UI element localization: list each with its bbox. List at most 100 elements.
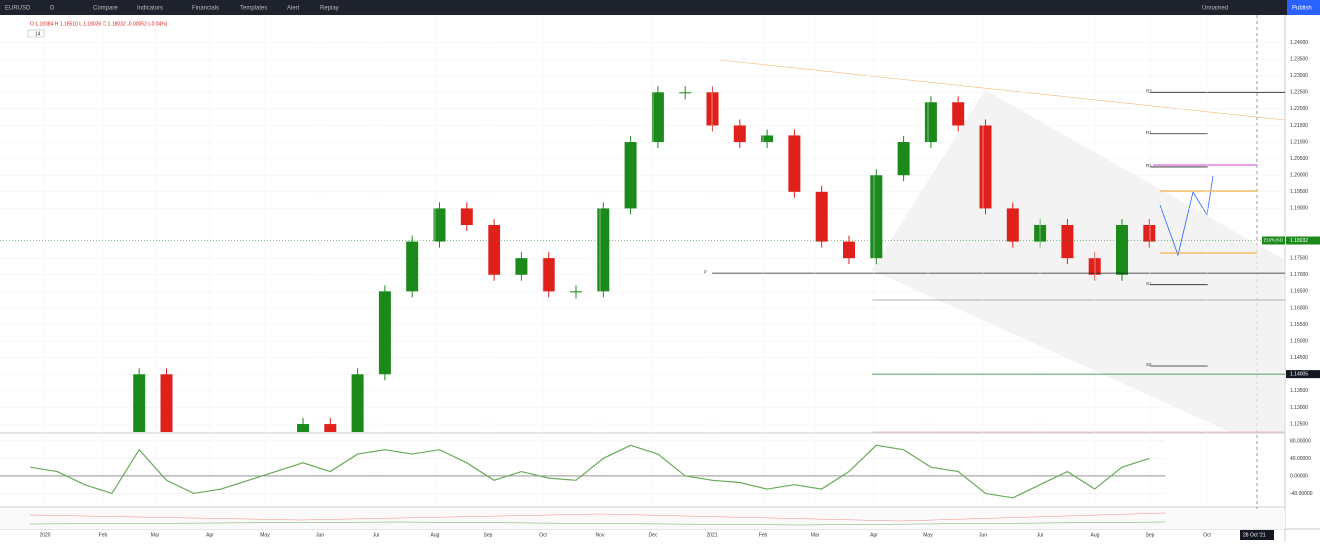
x-tick-label: Jul [1037,532,1043,538]
candle [460,208,473,225]
financials[interactable]: Financials [192,6,219,12]
y-tick-label: 1.23500 [1290,56,1308,62]
candle [1116,224,1128,275]
candle [843,241,855,259]
y-tick-label: 1.20500 [1290,156,1308,162]
x-tick-label: Mar [151,532,160,538]
candle [679,92,692,94]
candle [24,474,36,475]
price-tag-name [1262,236,1285,245]
x-tick-label: 2021 [706,532,717,538]
candle [51,474,63,491]
layout-name[interactable]: Unnamed [1202,6,1228,12]
candle [433,208,446,242]
y-tick-label: 1.17500 [1290,255,1308,261]
candle [733,125,746,143]
replay[interactable]: Replay [320,6,339,12]
y-tick-label: 1.13500 [1290,388,1308,394]
indicator-box [27,29,45,38]
x-tick-label: Apr [870,532,878,538]
candle [160,374,173,432]
y-tick-label: 1.22500 [1290,90,1308,96]
symbol[interactable]: EURUSD [5,6,31,12]
publish-label[interactable]: Publish [1292,6,1312,12]
x-tick-label: Jun [979,532,987,538]
pivot-label: R1 [1146,130,1152,135]
y-tick-label: 1.15500 [1290,322,1308,328]
candle [378,291,391,375]
candle [542,258,555,292]
x-tick-label: Mar [811,532,820,538]
x-tick-label: May [923,532,933,538]
candle [924,102,937,143]
indicator-legend: 14 [35,31,41,37]
candle [133,374,146,432]
y-tick-label: 1.22000 [1290,106,1308,112]
candle [897,142,910,176]
x-tick-label: Apr [206,532,214,538]
x-tick-label: Oct [539,532,547,538]
third-pane-line [29,512,1166,522]
templates[interactable]: Templates [240,6,267,12]
alert[interactable]: Alert [287,6,300,12]
oscillator-line [29,444,1150,499]
interval[interactable]: D [50,6,55,12]
candle [624,142,637,209]
compare[interactable]: Compare [93,6,118,12]
y-tick-label: 1.23000 [1290,73,1308,79]
y-tick-label: 1.20000 [1290,173,1308,179]
y-tick-label: 1.14500 [1290,355,1308,361]
main-pane [0,42,1285,491]
level-tag [1286,370,1320,379]
x-tick-label: Dec [649,532,658,538]
candle [1061,224,1074,259]
y-tick-label: 1.13000 [1290,405,1308,411]
pitchfork [872,90,1285,432]
y-tick-label: 1.16500 [1290,289,1308,295]
osc-tick-label: 40.00000 [1290,456,1311,462]
candle [515,258,528,275]
pivot-label: P [704,269,707,274]
x-tick-label: 2020 [39,532,50,538]
pivot-label: R1 [1146,163,1152,168]
candle [1006,208,1019,242]
y-tick-label: 1.19500 [1290,189,1308,195]
price-tag-name-text: EURUSD [1264,238,1284,243]
candle [761,135,774,143]
x-tick-label: Feb [759,532,768,538]
x-tick-label: Jul [373,532,379,538]
price-tag-text: 1.18032 [1290,238,1308,244]
publish-button[interactable] [1287,0,1320,15]
candle [597,208,610,292]
third-pane [0,509,1285,529]
y-tick-label: 1.24000 [1290,40,1308,46]
candle [979,125,992,209]
x-tick-label: Oct [1203,532,1211,538]
y-tick-label: 1.19000 [1290,206,1308,212]
x-tick-label: Aug [1091,532,1100,538]
candle [651,92,664,143]
price-tag [1286,236,1320,245]
date-tag-text: 28 Oct '21 [1243,532,1266,538]
level-tag-text: 1.14005 [1290,371,1308,377]
ohlc-legend: O 1.18384 H 1.18510 L 1.18035 C 1.18032 … [30,21,168,27]
candle [870,175,883,259]
toolbar-bg [0,0,1320,15]
toolbar: EURUSD D Compare Indicators Financials T… [0,0,1320,15]
candle [324,424,337,432]
candle [952,102,965,126]
candle [297,424,309,432]
candle [406,241,419,292]
x-tick-label: Sep [484,532,493,538]
x-tick-label: Jun [316,532,324,538]
candle [788,135,801,192]
y-tick-label: 1.12500 [1290,421,1308,427]
pivot-label: R2 [1146,88,1152,93]
candle [488,224,501,275]
candle [706,92,719,126]
y-tick-label: 1.21000 [1290,139,1308,145]
x-tick-label: May [260,532,270,538]
y-tick-label: 1.21500 [1290,123,1308,129]
osc-tick-label: 0.00000 [1290,473,1308,479]
indicators[interactable]: Indicators [137,6,163,12]
